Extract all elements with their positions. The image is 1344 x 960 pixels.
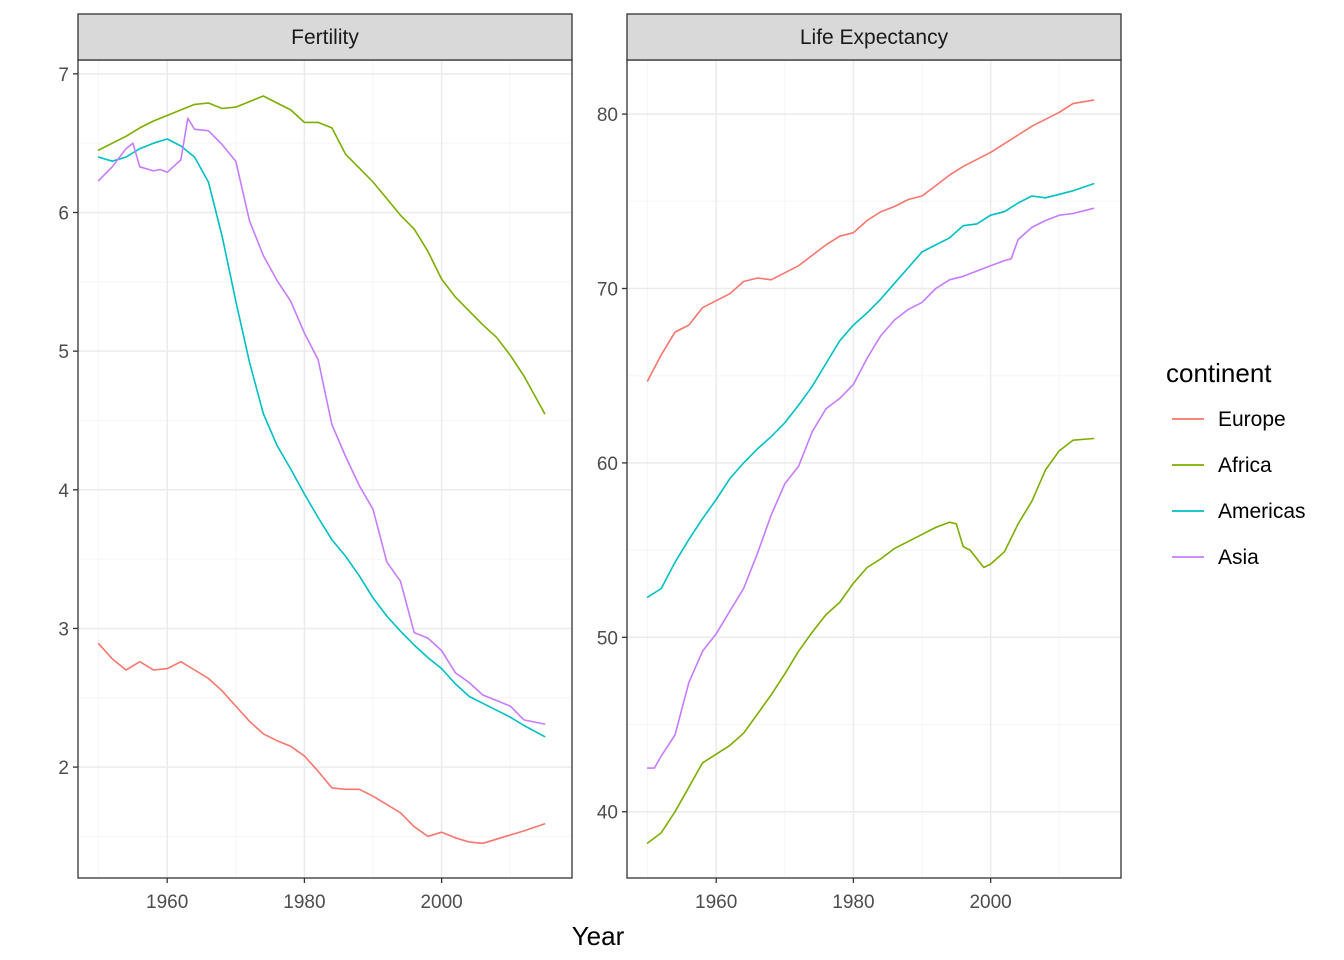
- series-line-africa: [97, 95, 546, 415]
- x-tick-label: 1960: [695, 892, 737, 913]
- series-group: [97, 95, 546, 845]
- y-tick-label: 2: [58, 758, 69, 779]
- y-tick-label: 5: [58, 342, 69, 363]
- panel-background: [78, 60, 572, 878]
- facet-strip-label: Life Expectancy: [800, 26, 949, 49]
- legend-item-africa: Africa: [1172, 454, 1272, 477]
- x-axis-title: Year: [572, 921, 625, 951]
- series-line-africa: [646, 437, 1095, 844]
- series-line-americas: [646, 183, 1095, 599]
- series-group: [646, 99, 1095, 844]
- y-tick-label: 50: [597, 628, 618, 649]
- y-tick-label: 60: [597, 454, 618, 475]
- legend-item-europe: Europe: [1172, 408, 1286, 431]
- y-tick-label: 80: [597, 105, 618, 126]
- x-tick-label: 2000: [969, 892, 1011, 913]
- panels: Fertility 1960 1980 2000 2 3 4 5 6 7 Life Expectan…: [58, 13, 1122, 913]
- y-tick-label: 6: [58, 204, 69, 225]
- x-axis: 1960 1980 2000: [146, 878, 463, 913]
- legend-label: Europe: [1218, 408, 1286, 431]
- y-axis: 40 50 60 70 80: [597, 105, 627, 824]
- legend-title: continent: [1166, 358, 1272, 388]
- legend-item-asia: Asia: [1172, 546, 1259, 569]
- y-axis: 2 3 4 5 6 7: [58, 65, 78, 779]
- legend-item-americas: Americas: [1172, 500, 1306, 523]
- legend-label: Asia: [1218, 546, 1259, 569]
- panel-life-expectancy: Life Expectancy 1960 1980 2000 40 50 60 70 80: [597, 13, 1122, 913]
- series-line-asia: [97, 117, 546, 725]
- facet-strip: [626, 13, 1122, 61]
- y-tick-label: 70: [597, 279, 618, 300]
- panel-fertility: Fertility 1960 1980 2000 2 3 4 5 6 7: [58, 13, 573, 913]
- legend-label: Africa: [1218, 454, 1272, 477]
- y-tick-label: 4: [58, 481, 69, 502]
- gridlines: [627, 60, 1121, 878]
- y-tick-label: 3: [58, 619, 69, 640]
- x-axis: 1960 1980 2000: [695, 878, 1012, 913]
- legend-items: Europe Africa Americas Asia: [1172, 408, 1306, 569]
- y-tick-label: 40: [597, 803, 618, 824]
- x-tick-label: 1980: [832, 892, 874, 913]
- facet-strip-label: Fertility: [291, 26, 359, 49]
- facet-strip: [77, 13, 573, 61]
- series-line-americas: [97, 138, 546, 738]
- x-tick-label: 1980: [283, 892, 325, 913]
- x-tick-label: 2000: [420, 892, 462, 913]
- legend-label: Americas: [1218, 500, 1306, 523]
- legend: continent Europe Africa Americas Asia: [1166, 358, 1306, 569]
- series-line-europe: [97, 642, 546, 845]
- series-line-asia: [646, 207, 1095, 769]
- y-tick-label: 7: [58, 65, 69, 86]
- x-tick-label: 1960: [146, 892, 188, 913]
- gridlines: [78, 60, 572, 878]
- series-line-europe: [646, 99, 1095, 382]
